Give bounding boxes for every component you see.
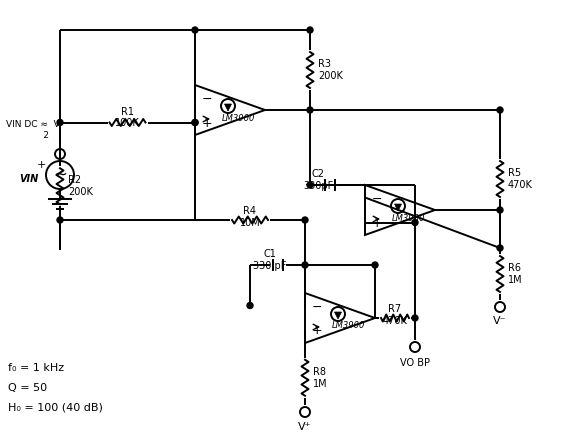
Text: VIN DC ≈  V⁺
             2: VIN DC ≈ V⁺ 2 — [6, 120, 65, 140]
Circle shape — [372, 262, 378, 268]
Text: R5
470K: R5 470K — [508, 168, 533, 190]
Text: +: + — [36, 160, 46, 170]
Polygon shape — [395, 204, 401, 211]
Circle shape — [302, 217, 308, 223]
Circle shape — [412, 315, 418, 321]
Text: R8
1M: R8 1M — [313, 367, 328, 389]
Text: R7
470K: R7 470K — [383, 304, 408, 326]
Text: R4
10M: R4 10M — [240, 206, 260, 228]
Text: f₀ = 1 kHz: f₀ = 1 kHz — [8, 363, 64, 373]
Text: +: + — [312, 325, 322, 338]
Text: R2
200K: R2 200K — [68, 175, 93, 197]
Text: LM3900: LM3900 — [391, 214, 425, 222]
Circle shape — [192, 27, 198, 33]
Text: LM3900: LM3900 — [331, 322, 365, 330]
Circle shape — [497, 245, 503, 251]
Circle shape — [247, 303, 253, 308]
Circle shape — [307, 182, 313, 188]
Text: C1
330 pF: C1 330 pF — [253, 249, 286, 271]
Circle shape — [497, 107, 503, 113]
Text: V⁺: V⁺ — [298, 422, 312, 432]
Circle shape — [57, 217, 63, 223]
Text: +: + — [202, 117, 212, 129]
Circle shape — [302, 262, 308, 268]
Text: VIN: VIN — [19, 174, 38, 184]
Text: +: + — [372, 217, 382, 229]
Text: H₀ = 100 (40 dB): H₀ = 100 (40 dB) — [8, 403, 103, 413]
Text: ~: ~ — [53, 166, 67, 184]
Text: −: − — [202, 93, 212, 105]
Polygon shape — [225, 104, 231, 111]
Circle shape — [192, 120, 198, 125]
Text: R1
100K: R1 100K — [115, 106, 140, 128]
Circle shape — [307, 27, 313, 33]
Circle shape — [57, 120, 63, 125]
Circle shape — [307, 107, 313, 113]
Text: C2
330pF: C2 330pF — [303, 169, 333, 190]
Text: V⁻: V⁻ — [493, 316, 507, 326]
Circle shape — [192, 120, 198, 125]
Text: R3
200K: R3 200K — [318, 59, 343, 81]
Text: VO BP: VO BP — [400, 358, 430, 368]
Circle shape — [497, 207, 503, 213]
Circle shape — [412, 219, 418, 225]
Polygon shape — [335, 312, 341, 319]
Text: Q = 50: Q = 50 — [8, 383, 47, 393]
Text: −: − — [372, 193, 382, 206]
Text: −: − — [312, 300, 322, 314]
Text: R6
1M: R6 1M — [508, 263, 523, 285]
Text: LM3900: LM3900 — [221, 113, 255, 123]
